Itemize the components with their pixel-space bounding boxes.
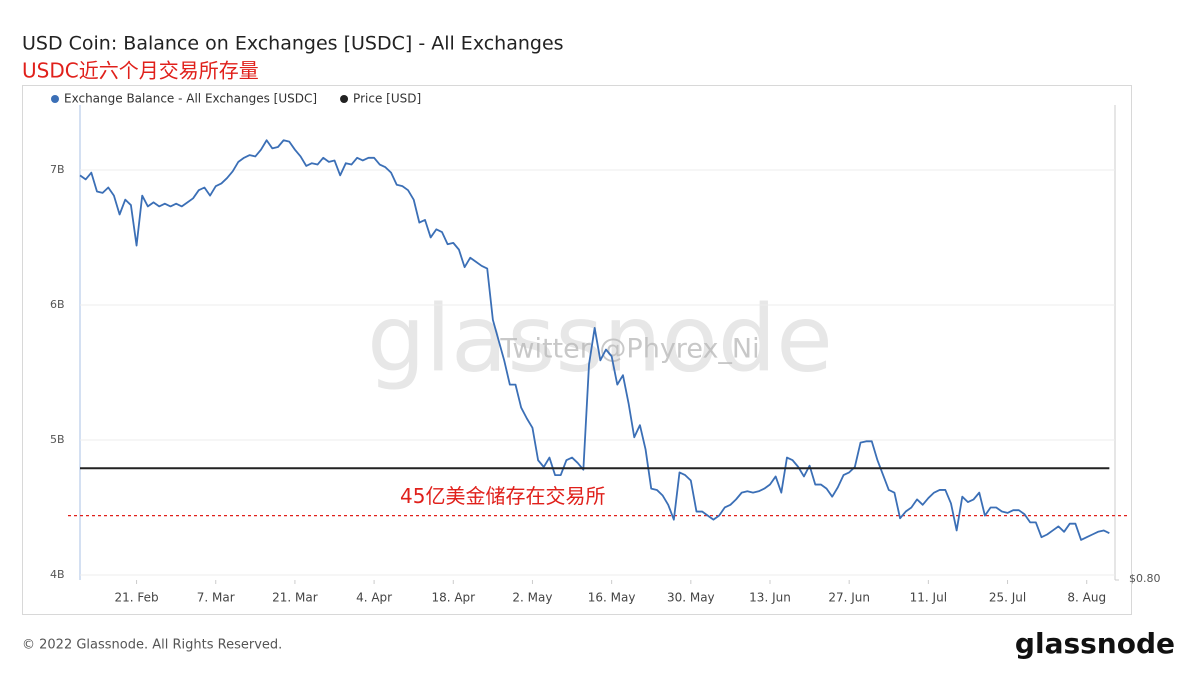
footer: © 2022 Glassnode. All Rights Reserved. [22, 638, 282, 653]
y-tick-label: 4B [50, 568, 65, 581]
x-tick-label: 8. Aug [1067, 591, 1106, 605]
legend-label: Exchange Balance - All Exchanges [USDC] [64, 92, 317, 106]
x-tick-label: 4. Apr [356, 591, 392, 605]
y-tick-label: 6B [50, 298, 65, 311]
x-tick-label: 16. May [588, 591, 636, 605]
chart-subtitle: USDC近六个月交易所存量 [22, 59, 259, 83]
chart-title: USD Coin: Balance on Exchanges [USDC] - … [22, 33, 564, 55]
annotation: 45亿美金储存在交易所 [400, 484, 605, 508]
watermark: glassnode [367, 285, 833, 392]
x-tick-label: 27. Jun [828, 591, 870, 605]
credit: Twitter @Phyrex_Ni [499, 334, 759, 365]
x-tick-label: 2. May [512, 591, 552, 605]
x-tick-label: 30. May [667, 591, 715, 605]
series-line [79, 139, 1110, 541]
y-tick-label: 7B [50, 163, 65, 176]
legend-marker [340, 95, 349, 103]
x-tick-label: 18. Apr [431, 591, 475, 605]
x-tick-label: 13. Jun [749, 591, 791, 605]
x-tick-label: 21. Feb [114, 591, 158, 605]
legend-label: Price [USD] [353, 92, 421, 106]
y2-tick-label: $0.80 [1129, 572, 1161, 585]
x-tick-label: 7. Mar [197, 591, 235, 605]
x-tick-label: 25. Jul [989, 591, 1026, 605]
x-tick-label: 11. Jul [910, 591, 947, 605]
logo: glassnode [1015, 627, 1175, 660]
chart-frame [22, 85, 1132, 615]
x-tick-label: 21. Mar [272, 591, 318, 605]
legend-marker [51, 95, 59, 103]
y-tick-label: 5B [50, 433, 65, 446]
